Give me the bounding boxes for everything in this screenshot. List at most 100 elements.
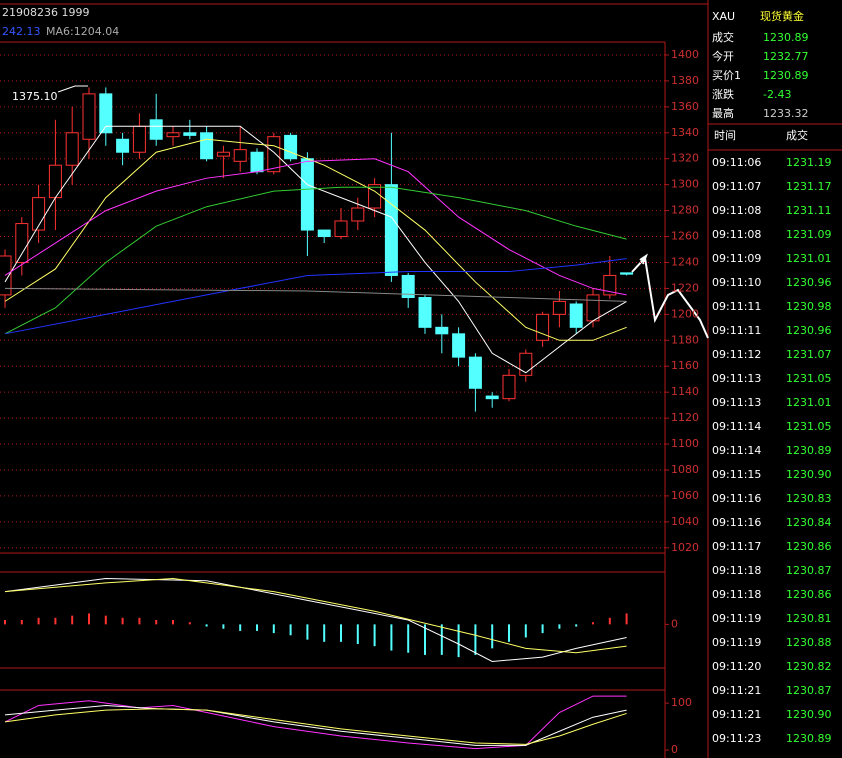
- candle-body: [384, 184, 398, 276]
- y-tick-label: 1240: [671, 255, 699, 268]
- candle-body: [233, 149, 247, 162]
- macd-bar: [508, 624, 510, 642]
- y-tick-label: 1100: [671, 437, 699, 450]
- field-value: 1232.77: [763, 50, 809, 63]
- tick-time: 09:11:21: [712, 708, 761, 721]
- macd-bar: [222, 624, 225, 629]
- arrows: [631, 253, 709, 339]
- tick-price: 1230.90: [786, 468, 832, 481]
- y-tick-label: 1300: [671, 178, 699, 191]
- tick-time: 09:11:23: [712, 732, 761, 745]
- candle-body: [317, 229, 331, 238]
- macd-bar: [608, 617, 611, 625]
- candle-body: [603, 274, 617, 296]
- tick-price: 1230.84: [786, 516, 832, 529]
- tick-price: 1230.86: [786, 540, 832, 553]
- indicator-line: [4, 695, 627, 750]
- candle-body: [15, 223, 29, 263]
- candle-body: [183, 132, 197, 136]
- macd-bar: [424, 624, 426, 655]
- ma-label: 242.13: [2, 25, 41, 38]
- tick-price: 1230.83: [786, 492, 832, 505]
- tick-time: 09:11:19: [712, 636, 761, 649]
- y-tick-label: 1200: [671, 307, 699, 320]
- macd-bar: [20, 620, 23, 625]
- y-tick-label: 1260: [671, 230, 699, 243]
- y-tick-label: 1160: [671, 359, 699, 372]
- tick-time: 09:11:14: [712, 444, 761, 457]
- candle-body: [452, 333, 466, 358]
- tick-price: 1230.87: [786, 684, 832, 697]
- tick-price: 1231.19: [786, 156, 832, 169]
- tick-time: 09:11:11: [712, 300, 761, 313]
- candle-body: [418, 297, 432, 328]
- macd-bar: [440, 624, 443, 655]
- macd-bar: [592, 622, 594, 625]
- high-note: 1375.10: [12, 90, 58, 103]
- indicator-line: [4, 258, 627, 335]
- field-label: 成交: [712, 30, 734, 44]
- macd-bar: [88, 613, 90, 625]
- y-tick-label: 1020: [671, 541, 699, 554]
- field-value: -2.43: [763, 88, 791, 101]
- tick-price: 1231.11: [786, 204, 832, 217]
- tick-time: 09:11:20: [712, 660, 761, 673]
- candle-body: [284, 134, 298, 160]
- candle-body: [620, 272, 634, 275]
- tick-price: 1231.05: [786, 372, 832, 385]
- y-tick-label: 1280: [671, 204, 699, 217]
- macd-bar: [172, 620, 174, 625]
- field-value: 1230.89: [763, 69, 809, 82]
- candle-body: [116, 138, 130, 153]
- macd-bar: [289, 624, 292, 636]
- indicator-line: [4, 708, 627, 745]
- tick-time: 09:11:16: [712, 492, 761, 505]
- field-label: 今开: [712, 49, 734, 63]
- candle-body: [485, 395, 499, 400]
- macd-bar: [71, 615, 74, 625]
- y-tick-label: 1400: [671, 48, 699, 61]
- macd-bar: [625, 613, 628, 625]
- tick-time: 09:11:08: [712, 228, 761, 241]
- y-tick-label: 1220: [671, 281, 699, 294]
- macd-bar: [457, 624, 460, 658]
- candle-body: [216, 151, 230, 157]
- tick-time: 09:11:08: [712, 204, 761, 217]
- y-tick-label: 1180: [671, 333, 699, 346]
- macd-bar: [524, 624, 527, 638]
- y-tick-label: 1120: [671, 411, 699, 424]
- column-header: 时间: [714, 129, 736, 142]
- tick-price: 1230.87: [786, 564, 832, 577]
- tick-time: 09:11:09: [712, 252, 761, 265]
- tick-price: 1230.82: [786, 660, 832, 673]
- field-label: 买价1: [712, 69, 741, 82]
- candle-body: [267, 136, 281, 173]
- macd-bar: [37, 617, 40, 625]
- tick-time: 09:11:10: [712, 276, 761, 289]
- candle-body: [48, 164, 62, 199]
- tick-time: 09:11:16: [712, 516, 761, 529]
- tick-time: 09:11:19: [712, 612, 761, 625]
- macd-bar: [541, 624, 544, 634]
- tick-price: 1230.81: [786, 612, 832, 625]
- y-tick-label: 100: [671, 696, 692, 709]
- y-tick-label: 1040: [671, 515, 699, 528]
- tick-time: 09:11:14: [712, 420, 761, 433]
- indicator-line: [4, 287, 627, 302]
- symbol: XAU: [712, 10, 735, 23]
- macd-bar: [323, 624, 326, 642]
- tick-price: 1231.09: [786, 228, 832, 241]
- macd-bar: [390, 624, 393, 651]
- candle-body: [569, 303, 583, 328]
- tick-price: 1231.07: [786, 348, 832, 361]
- tick-time: 09:11:12: [712, 348, 761, 361]
- field-value: 1230.89: [763, 31, 809, 44]
- candle-body: [99, 93, 113, 134]
- macd-bar: [239, 624, 242, 631]
- macd-bar: [104, 615, 107, 625]
- field-label: 最高: [712, 106, 734, 120]
- tick-time: 09:11:13: [712, 372, 761, 385]
- macd-bar: [491, 624, 494, 649]
